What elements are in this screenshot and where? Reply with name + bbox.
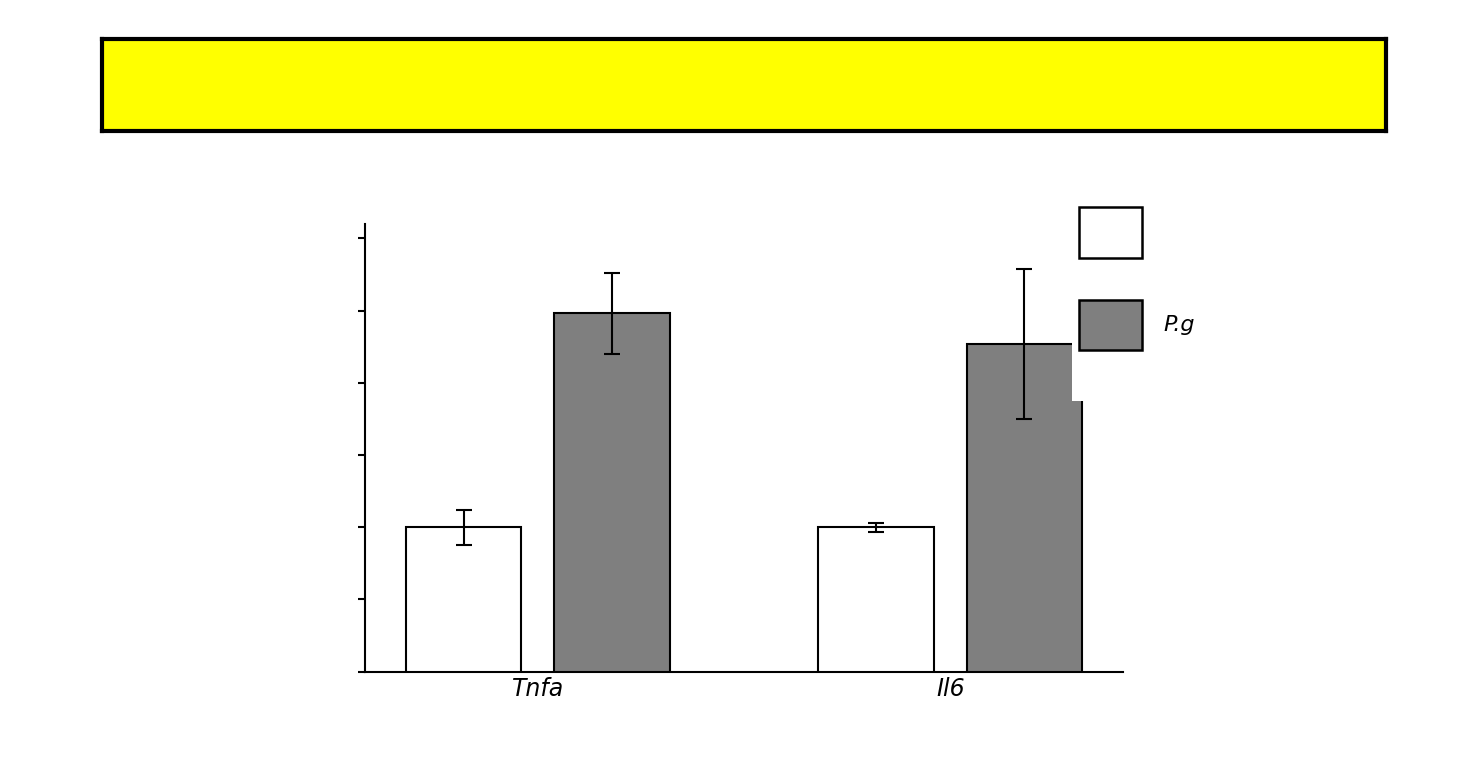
FancyBboxPatch shape	[1080, 207, 1142, 258]
Bar	[967, 344, 1083, 672]
Bar	[406, 527, 521, 672]
Text: P.g: P.g	[1163, 315, 1195, 335]
Bar	[554, 313, 670, 672]
Bar	[818, 527, 934, 672]
FancyBboxPatch shape	[1080, 300, 1142, 350]
